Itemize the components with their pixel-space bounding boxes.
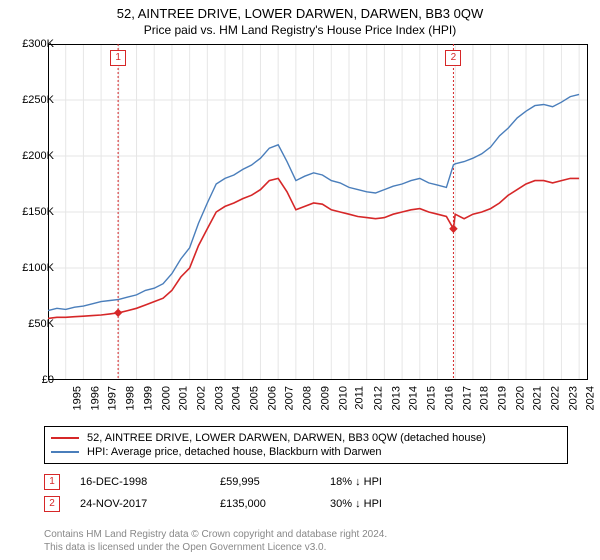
x-tick-label: 2000 bbox=[160, 386, 172, 410]
sale-marker-1: 1 bbox=[110, 50, 126, 66]
x-tick-label: 1998 bbox=[125, 386, 137, 410]
sale-delta: 18% ↓ HPI bbox=[330, 476, 568, 488]
x-tick-label: 2009 bbox=[319, 386, 331, 410]
y-tick-label: £200K bbox=[14, 150, 54, 162]
x-tick-label: 2014 bbox=[408, 386, 420, 410]
sale-row-marker: 1 bbox=[44, 474, 60, 490]
x-tick-label: 1996 bbox=[89, 386, 101, 410]
y-tick-label: £100K bbox=[14, 262, 54, 274]
x-tick-label: 2002 bbox=[195, 386, 207, 410]
x-tick-label: 2005 bbox=[249, 386, 261, 410]
x-tick-label: 2024 bbox=[585, 386, 597, 410]
x-tick-label: 2018 bbox=[479, 386, 491, 410]
sale-delta: 30% ↓ HPI bbox=[330, 498, 568, 510]
sale-date: 16-DEC-1998 bbox=[80, 476, 220, 488]
y-tick-label: £50K bbox=[14, 318, 54, 330]
x-tick-label: 2022 bbox=[550, 386, 562, 410]
sale-marker-2: 2 bbox=[445, 50, 461, 66]
x-tick-label: 2021 bbox=[532, 386, 544, 410]
legend-swatch bbox=[51, 437, 79, 439]
x-tick-label: 2019 bbox=[496, 386, 508, 410]
y-tick-label: £300K bbox=[14, 38, 54, 50]
footer-licence: This data is licensed under the Open Gov… bbox=[44, 541, 568, 554]
sale-price: £59,995 bbox=[220, 476, 330, 488]
legend: 52, AINTREE DRIVE, LOWER DARWEN, DARWEN,… bbox=[44, 426, 568, 464]
legend-row: 52, AINTREE DRIVE, LOWER DARWEN, DARWEN,… bbox=[51, 431, 561, 445]
legend-label: 52, AINTREE DRIVE, LOWER DARWEN, DARWEN,… bbox=[87, 432, 486, 444]
footer-copyright: Contains HM Land Registry data © Crown c… bbox=[44, 528, 568, 541]
sale-date: 24-NOV-2017 bbox=[80, 498, 220, 510]
x-tick-label: 2020 bbox=[514, 386, 526, 410]
y-tick-label: £250K bbox=[14, 94, 54, 106]
x-tick-label: 2012 bbox=[372, 386, 384, 410]
sale-row-2: 2 24-NOV-2017£135,00030% ↓ HPI bbox=[44, 496, 568, 512]
sale-row-marker: 2 bbox=[44, 496, 60, 512]
x-tick-label: 2016 bbox=[443, 386, 455, 410]
y-tick-label: £150K bbox=[14, 206, 54, 218]
x-tick-label: 2006 bbox=[266, 386, 278, 410]
chart-subtitle: Price paid vs. HM Land Registry's House … bbox=[0, 21, 600, 37]
x-tick-label: 2015 bbox=[426, 386, 438, 410]
x-tick-label: 2013 bbox=[390, 386, 402, 410]
x-tick-label: 2011 bbox=[354, 386, 366, 410]
x-tick-label: 2008 bbox=[302, 386, 314, 410]
x-tick-label: 1995 bbox=[71, 386, 83, 410]
x-tick-label: 2017 bbox=[461, 386, 473, 410]
chart-area bbox=[48, 44, 588, 380]
x-tick-label: 1999 bbox=[142, 386, 154, 410]
legend-row: HPI: Average price, detached house, Blac… bbox=[51, 445, 561, 459]
chart-container: 52, AINTREE DRIVE, LOWER DARWEN, DARWEN,… bbox=[0, 0, 600, 560]
x-tick-label: 2003 bbox=[213, 386, 225, 410]
x-tick-label: 2001 bbox=[178, 386, 190, 410]
x-tick-label: 1997 bbox=[107, 386, 119, 410]
chart-svg bbox=[48, 44, 588, 380]
sale-row-1: 1 16-DEC-1998£59,99518% ↓ HPI bbox=[44, 474, 568, 490]
footer: Contains HM Land Registry data © Crown c… bbox=[44, 528, 568, 554]
legend-label: HPI: Average price, detached house, Blac… bbox=[87, 446, 382, 458]
legend-swatch bbox=[51, 451, 79, 453]
x-tick-label: 2023 bbox=[567, 386, 579, 410]
sale-price: £135,000 bbox=[220, 498, 330, 510]
x-tick-label: 2007 bbox=[284, 386, 296, 410]
chart-title: 52, AINTREE DRIVE, LOWER DARWEN, DARWEN,… bbox=[0, 0, 600, 21]
x-tick-label: 2004 bbox=[231, 386, 243, 410]
x-tick-label: 2010 bbox=[337, 386, 349, 410]
y-tick-label: £0 bbox=[14, 374, 54, 386]
